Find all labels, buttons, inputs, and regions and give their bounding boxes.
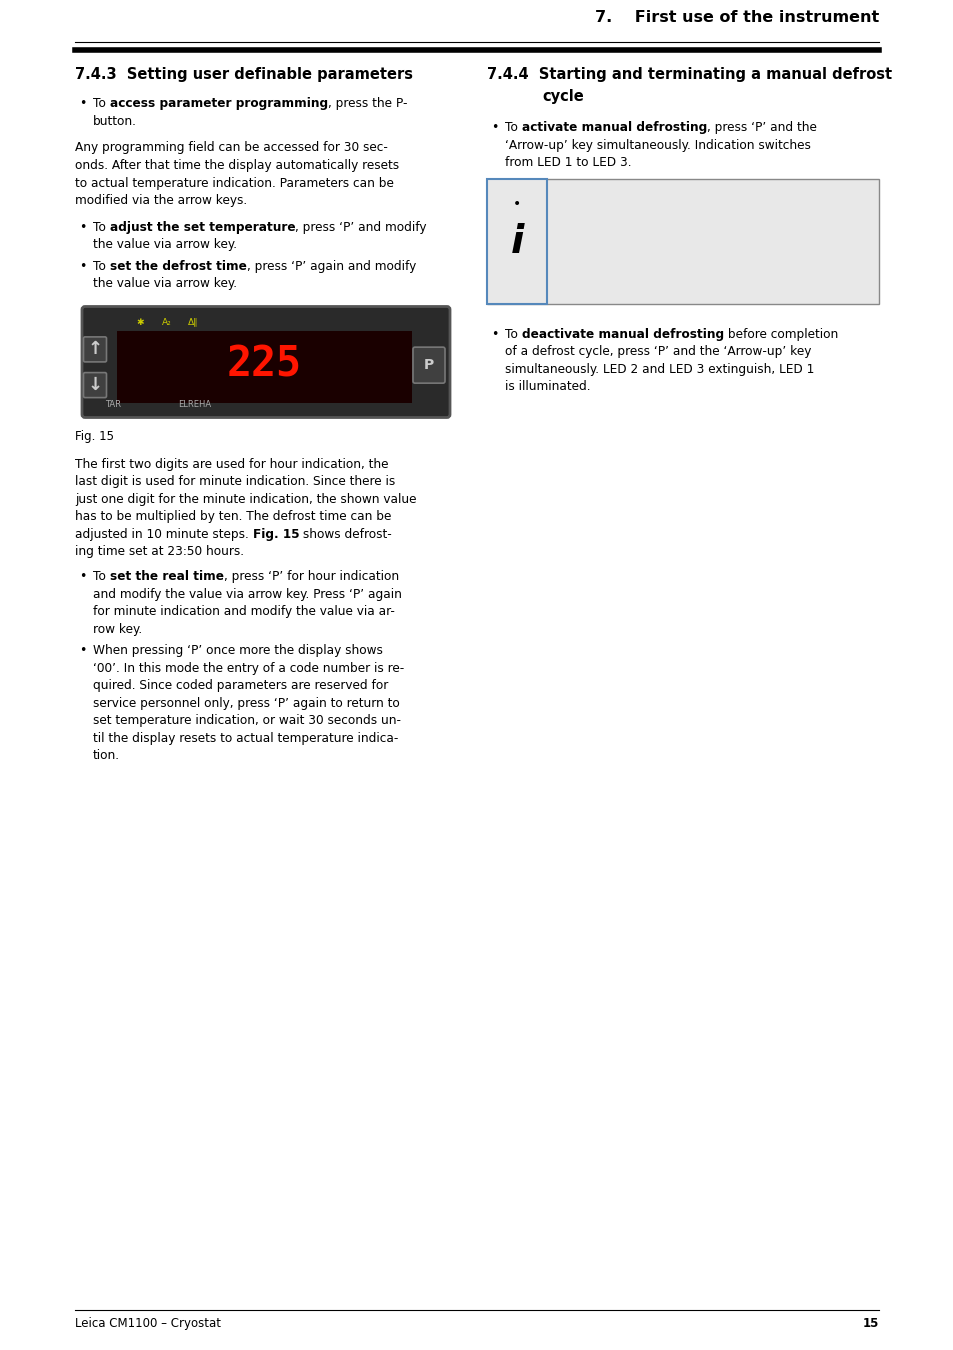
Text: ‘Arrow-up’ key simultaneously. Indication switches: ‘Arrow-up’ key simultaneously. Indicatio… bbox=[504, 139, 810, 151]
Text: TAR: TAR bbox=[105, 400, 121, 409]
Text: A₂: A₂ bbox=[162, 317, 172, 327]
Text: , press ‘P’ and the: , press ‘P’ and the bbox=[706, 122, 816, 134]
Text: of a defrost cycle, press ‘P’ and the ‘Arrow-up’ key: of a defrost cycle, press ‘P’ and the ‘A… bbox=[504, 346, 810, 358]
Text: •: • bbox=[79, 570, 87, 583]
Text: , press ‘P’ for hour indication: , press ‘P’ for hour indication bbox=[224, 570, 398, 583]
Text: the value via arrow key.: the value via arrow key. bbox=[92, 238, 236, 251]
Text: •: • bbox=[79, 97, 87, 109]
Text: P: P bbox=[423, 358, 434, 373]
Text: tion.: tion. bbox=[92, 749, 120, 763]
Text: Fig. 15: Fig. 15 bbox=[75, 429, 113, 443]
Text: set to 20 minutes in the factory.: set to 20 minutes in the factory. bbox=[558, 286, 768, 298]
Text: set temperature indication, or wait 30 seconds un-: set temperature indication, or wait 30 s… bbox=[92, 714, 400, 728]
Bar bbox=[486, 180, 878, 304]
Text: ing time set at 23:50 hours.: ing time set at 23:50 hours. bbox=[75, 545, 244, 558]
Text: 225: 225 bbox=[227, 343, 302, 386]
Text: has to be multiplied by ten. The defrost time can be: has to be multiplied by ten. The defrost… bbox=[75, 510, 391, 522]
Text: LED 2 goes on in addition when defrosting: LED 2 goes on in addition when defrostin… bbox=[558, 225, 834, 239]
FancyBboxPatch shape bbox=[84, 338, 107, 362]
Text: and modify the value via arrow key. Press ‘P’ again: and modify the value via arrow key. Pres… bbox=[92, 587, 401, 601]
Text: modified via the arrow keys.: modified via the arrow keys. bbox=[75, 194, 247, 207]
Text: simultaneously. LED 2 and LED 3 extinguish, LED 1: simultaneously. LED 2 and LED 3 extingui… bbox=[504, 363, 814, 375]
Text: 15: 15 bbox=[862, 1318, 878, 1330]
Text: for minute indication and modify the value via ar-: for minute indication and modify the val… bbox=[92, 605, 395, 618]
Text: shows defrost-: shows defrost- bbox=[299, 528, 392, 540]
Text: adjust the set temperature: adjust the set temperature bbox=[110, 220, 295, 234]
Text: To: To bbox=[504, 328, 521, 340]
Text: Fig. 15: Fig. 15 bbox=[253, 528, 299, 540]
FancyBboxPatch shape bbox=[84, 373, 107, 398]
Text: i: i bbox=[510, 223, 523, 261]
Text: ↓: ↓ bbox=[88, 377, 103, 394]
Text: starts.: starts. bbox=[558, 242, 601, 255]
Text: To: To bbox=[92, 97, 110, 109]
Text: To: To bbox=[92, 570, 110, 583]
Text: is illuminated.: is illuminated. bbox=[504, 381, 590, 393]
Text: LED 3 illuminates for 10 minutes until the ac-: LED 3 illuminates for 10 minutes until t… bbox=[558, 193, 853, 205]
Text: set the real time: set the real time bbox=[110, 570, 224, 583]
Text: Δ∥: Δ∥ bbox=[188, 317, 198, 327]
Text: Leica CM1100 – Cryostat: Leica CM1100 – Cryostat bbox=[75, 1318, 221, 1330]
Text: 7.4.3  Setting user definable parameters: 7.4.3 Setting user definable parameters bbox=[75, 68, 413, 82]
Text: ‘00’. In this mode the entry of a code number is re-: ‘00’. In this mode the entry of a code n… bbox=[92, 662, 404, 675]
Text: row key.: row key. bbox=[92, 622, 142, 636]
FancyBboxPatch shape bbox=[413, 347, 444, 383]
Text: •: • bbox=[79, 259, 87, 273]
Text: , press ‘P’ and modify: , press ‘P’ and modify bbox=[295, 220, 426, 234]
Text: deactivate manual defrosting: deactivate manual defrosting bbox=[521, 328, 723, 340]
Text: onds. After that time the display automatically resets: onds. After that time the display automa… bbox=[75, 159, 398, 171]
Text: from LED 1 to LED 3.: from LED 1 to LED 3. bbox=[504, 157, 631, 169]
Text: To: To bbox=[92, 220, 110, 234]
Text: service personnel only, press ‘P’ again to return to: service personnel only, press ‘P’ again … bbox=[92, 697, 399, 710]
Bar bbox=[486, 180, 546, 304]
Text: When pressing ‘P’ once more the display shows: When pressing ‘P’ once more the display … bbox=[92, 644, 382, 657]
Text: To: To bbox=[504, 122, 521, 134]
Text: tual defrost cycle begins.: tual defrost cycle begins. bbox=[558, 209, 723, 221]
Text: ↑: ↑ bbox=[88, 340, 103, 358]
Text: button.: button. bbox=[92, 115, 136, 127]
Text: 7.    First use of the instrument: 7. First use of the instrument bbox=[594, 9, 878, 26]
Text: ✱: ✱ bbox=[136, 317, 144, 327]
Text: , press the P-: , press the P- bbox=[328, 97, 407, 109]
Text: •: • bbox=[491, 328, 497, 340]
Text: activate manual defrosting: activate manual defrosting bbox=[521, 122, 706, 134]
Text: The overall duration of the defrost cycles is: The overall duration of the defrost cycl… bbox=[558, 269, 842, 282]
Text: 7.4.4  Starting and terminating a manual defrost: 7.4.4 Starting and terminating a manual … bbox=[486, 68, 891, 82]
FancyBboxPatch shape bbox=[82, 306, 450, 417]
Text: To: To bbox=[92, 259, 110, 273]
Text: Any programming field can be accessed for 30 sec-: Any programming field can be accessed fo… bbox=[75, 142, 388, 154]
Text: til the display resets to actual temperature indica-: til the display resets to actual tempera… bbox=[92, 732, 398, 745]
Text: , press ‘P’ again and modify: , press ‘P’ again and modify bbox=[247, 259, 416, 273]
Text: •: • bbox=[491, 122, 497, 134]
Text: The first two digits are used for hour indication, the: The first two digits are used for hour i… bbox=[75, 458, 388, 471]
Text: •: • bbox=[79, 644, 87, 657]
Text: adjusted in 10 minute steps.: adjusted in 10 minute steps. bbox=[75, 528, 253, 540]
Text: access parameter programming: access parameter programming bbox=[110, 97, 328, 109]
Text: ELREHA: ELREHA bbox=[178, 400, 212, 409]
Text: just one digit for the minute indication, the shown value: just one digit for the minute indication… bbox=[75, 493, 416, 505]
Bar bbox=[117, 331, 412, 402]
Text: cycle: cycle bbox=[541, 89, 583, 104]
Text: •: • bbox=[79, 220, 87, 234]
Text: the value via arrow key.: the value via arrow key. bbox=[92, 277, 236, 290]
Text: set the defrost time: set the defrost time bbox=[110, 259, 247, 273]
Text: before completion: before completion bbox=[723, 328, 838, 340]
Text: •: • bbox=[513, 197, 520, 211]
Text: last digit is used for minute indication. Since there is: last digit is used for minute indication… bbox=[75, 475, 395, 487]
Text: quired. Since coded parameters are reserved for: quired. Since coded parameters are reser… bbox=[92, 679, 388, 693]
Text: to actual temperature indication. Parameters can be: to actual temperature indication. Parame… bbox=[75, 177, 394, 189]
